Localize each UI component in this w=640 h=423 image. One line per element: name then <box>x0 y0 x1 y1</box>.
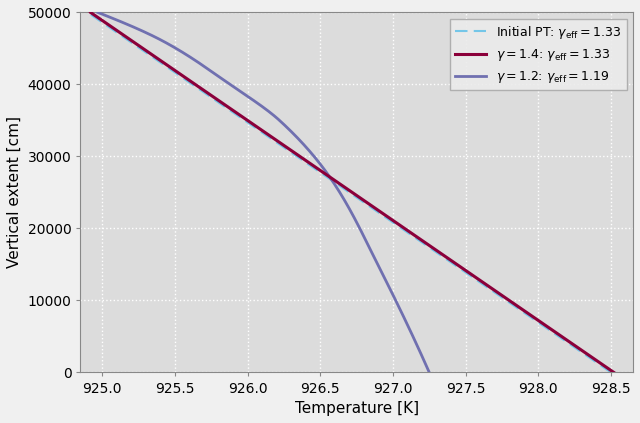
$\gamma = 1.4$: $\gamma_{\rm eff} = 1.33$: (926, 4.1e+04): $\gamma_{\rm eff} = 1.33$: (926, 4.1e+04… <box>181 75 189 80</box>
$\gamma = 1.2$: $\gamma_{\rm eff} = 1.19$: (925, 5e+04): $\gamma_{\rm eff} = 1.19$: (925, 5e+04) <box>94 10 102 15</box>
Legend: Initial PT: $\gamma_{\rm eff} = 1.33$, $\gamma = 1.4$: $\gamma_{\rm eff} = 1.33$: Initial PT: $\gamma_{\rm eff} = 1.33$, $… <box>450 19 627 90</box>
Line: $\gamma = 1.4$: $\gamma_{\rm eff} = 1.33$: $\gamma = 1.4$: $\gamma_{\rm eff} = 1.33… <box>91 12 614 373</box>
$\gamma = 1.4$: $\gamma_{\rm eff} = 1.33$: (927, 2.37e+04): $\gamma_{\rm eff} = 1.33$: (927, 2.37e+0… <box>362 199 369 204</box>
Initial PT: $\gamma_{\rm eff} = 1.33$: (927, 2.37e+04): $\gamma_{\rm eff} = 1.33$: (927, 2.37e+0… <box>358 199 366 204</box>
$\gamma = 1.4$: $\gamma_{\rm eff} = 1.33$: (927, 2.71e+04): $\gamma_{\rm eff} = 1.33$: (927, 2.71e+0… <box>327 175 335 180</box>
$\gamma = 1.4$: $\gamma_{\rm eff} = 1.33$: (925, 5e+04): $\gamma_{\rm eff} = 1.33$: (925, 5e+04) <box>87 10 95 15</box>
$\gamma = 1.2$: $\gamma_{\rm eff} = 1.19$: (926, 2.98e+04): $\gamma_{\rm eff} = 1.19$: (926, 2.98e+0… <box>312 156 319 161</box>
$\gamma = 1.4$: $\gamma_{\rm eff} = 1.33$: (927, 2.4e+04): $\gamma_{\rm eff} = 1.33$: (927, 2.4e+04… <box>358 197 366 202</box>
Initial PT: $\gamma_{\rm eff} = 1.33$: (925, 4.88e+04): $\gamma_{\rm eff} = 1.33$: (925, 4.88e+0… <box>97 19 104 24</box>
Initial PT: $\gamma_{\rm eff} = 1.33$: (928, 0): $\gamma_{\rm eff} = 1.33$: (928, 0) <box>607 370 615 375</box>
Initial PT: $\gamma_{\rm eff} = 1.33$: (926, 2.98e+04): $\gamma_{\rm eff} = 1.33$: (926, 2.98e+0… <box>296 156 303 161</box>
$\gamma = 1.2$: $\gamma_{\rm eff} = 1.19$: (927, 2.71e+04): $\gamma_{\rm eff} = 1.19$: (927, 2.71e+0… <box>326 175 334 180</box>
$\gamma = 1.4$: $\gamma_{\rm eff} = 1.33$: (929, 0): $\gamma_{\rm eff} = 1.33$: (929, 0) <box>610 370 618 375</box>
Initial PT: $\gamma_{\rm eff} = 1.33$: (925, 5e+04): $\gamma_{\rm eff} = 1.33$: (925, 5e+04) <box>84 10 92 15</box>
X-axis label: Temperature [K]: Temperature [K] <box>294 401 419 416</box>
$\gamma = 1.2$: $\gamma_{\rm eff} = 1.19$: (926, 4.1e+04): $\gamma_{\rm eff} = 1.19$: (926, 4.1e+04… <box>216 75 224 80</box>
$\gamma = 1.4$: $\gamma_{\rm eff} = 1.33$: (926, 2.98e+04): $\gamma_{\rm eff} = 1.33$: (926, 2.98e+0… <box>299 156 307 161</box>
$\gamma = 1.2$: $\gamma_{\rm eff} = 1.19$: (927, 2.37e+04): $\gamma_{\rm eff} = 1.19$: (927, 2.37e+0… <box>341 199 349 204</box>
Line: Initial PT: $\gamma_{\rm eff} = 1.33$: Initial PT: $\gamma_{\rm eff} = 1.33$ <box>88 12 611 373</box>
$\gamma = 1.2$: $\gamma_{\rm eff} = 1.19$: (927, 2.4e+04): $\gamma_{\rm eff} = 1.19$: (927, 2.4e+04… <box>340 197 348 202</box>
Initial PT: $\gamma_{\rm eff} = 1.33$: (927, 2.71e+04): $\gamma_{\rm eff} = 1.33$: (927, 2.71e+0… <box>324 175 332 180</box>
$\gamma = 1.2$: $\gamma_{\rm eff} = 1.19$: (925, 4.88e+04): $\gamma_{\rm eff} = 1.19$: (925, 4.88e+0… <box>116 19 124 24</box>
Y-axis label: Vertical extent [cm]: Vertical extent [cm] <box>7 116 22 269</box>
Initial PT: $\gamma_{\rm eff} = 1.33$: (927, 2.4e+04): $\gamma_{\rm eff} = 1.33$: (927, 2.4e+04… <box>355 197 363 202</box>
Initial PT: $\gamma_{\rm eff} = 1.33$: (926, 4.1e+04): $\gamma_{\rm eff} = 1.33$: (926, 4.1e+04… <box>178 75 186 80</box>
$\gamma = 1.2$: $\gamma_{\rm eff} = 1.19$: (927, 0): $\gamma_{\rm eff} = 1.19$: (927, 0) <box>426 370 433 375</box>
$\gamma = 1.4$: $\gamma_{\rm eff} = 1.33$: (925, 4.88e+04): $\gamma_{\rm eff} = 1.33$: (925, 4.88e+0… <box>99 19 107 24</box>
Line: $\gamma = 1.2$: $\gamma_{\rm eff} = 1.19$: $\gamma = 1.2$: $\gamma_{\rm eff} = 1.19… <box>98 12 429 373</box>
